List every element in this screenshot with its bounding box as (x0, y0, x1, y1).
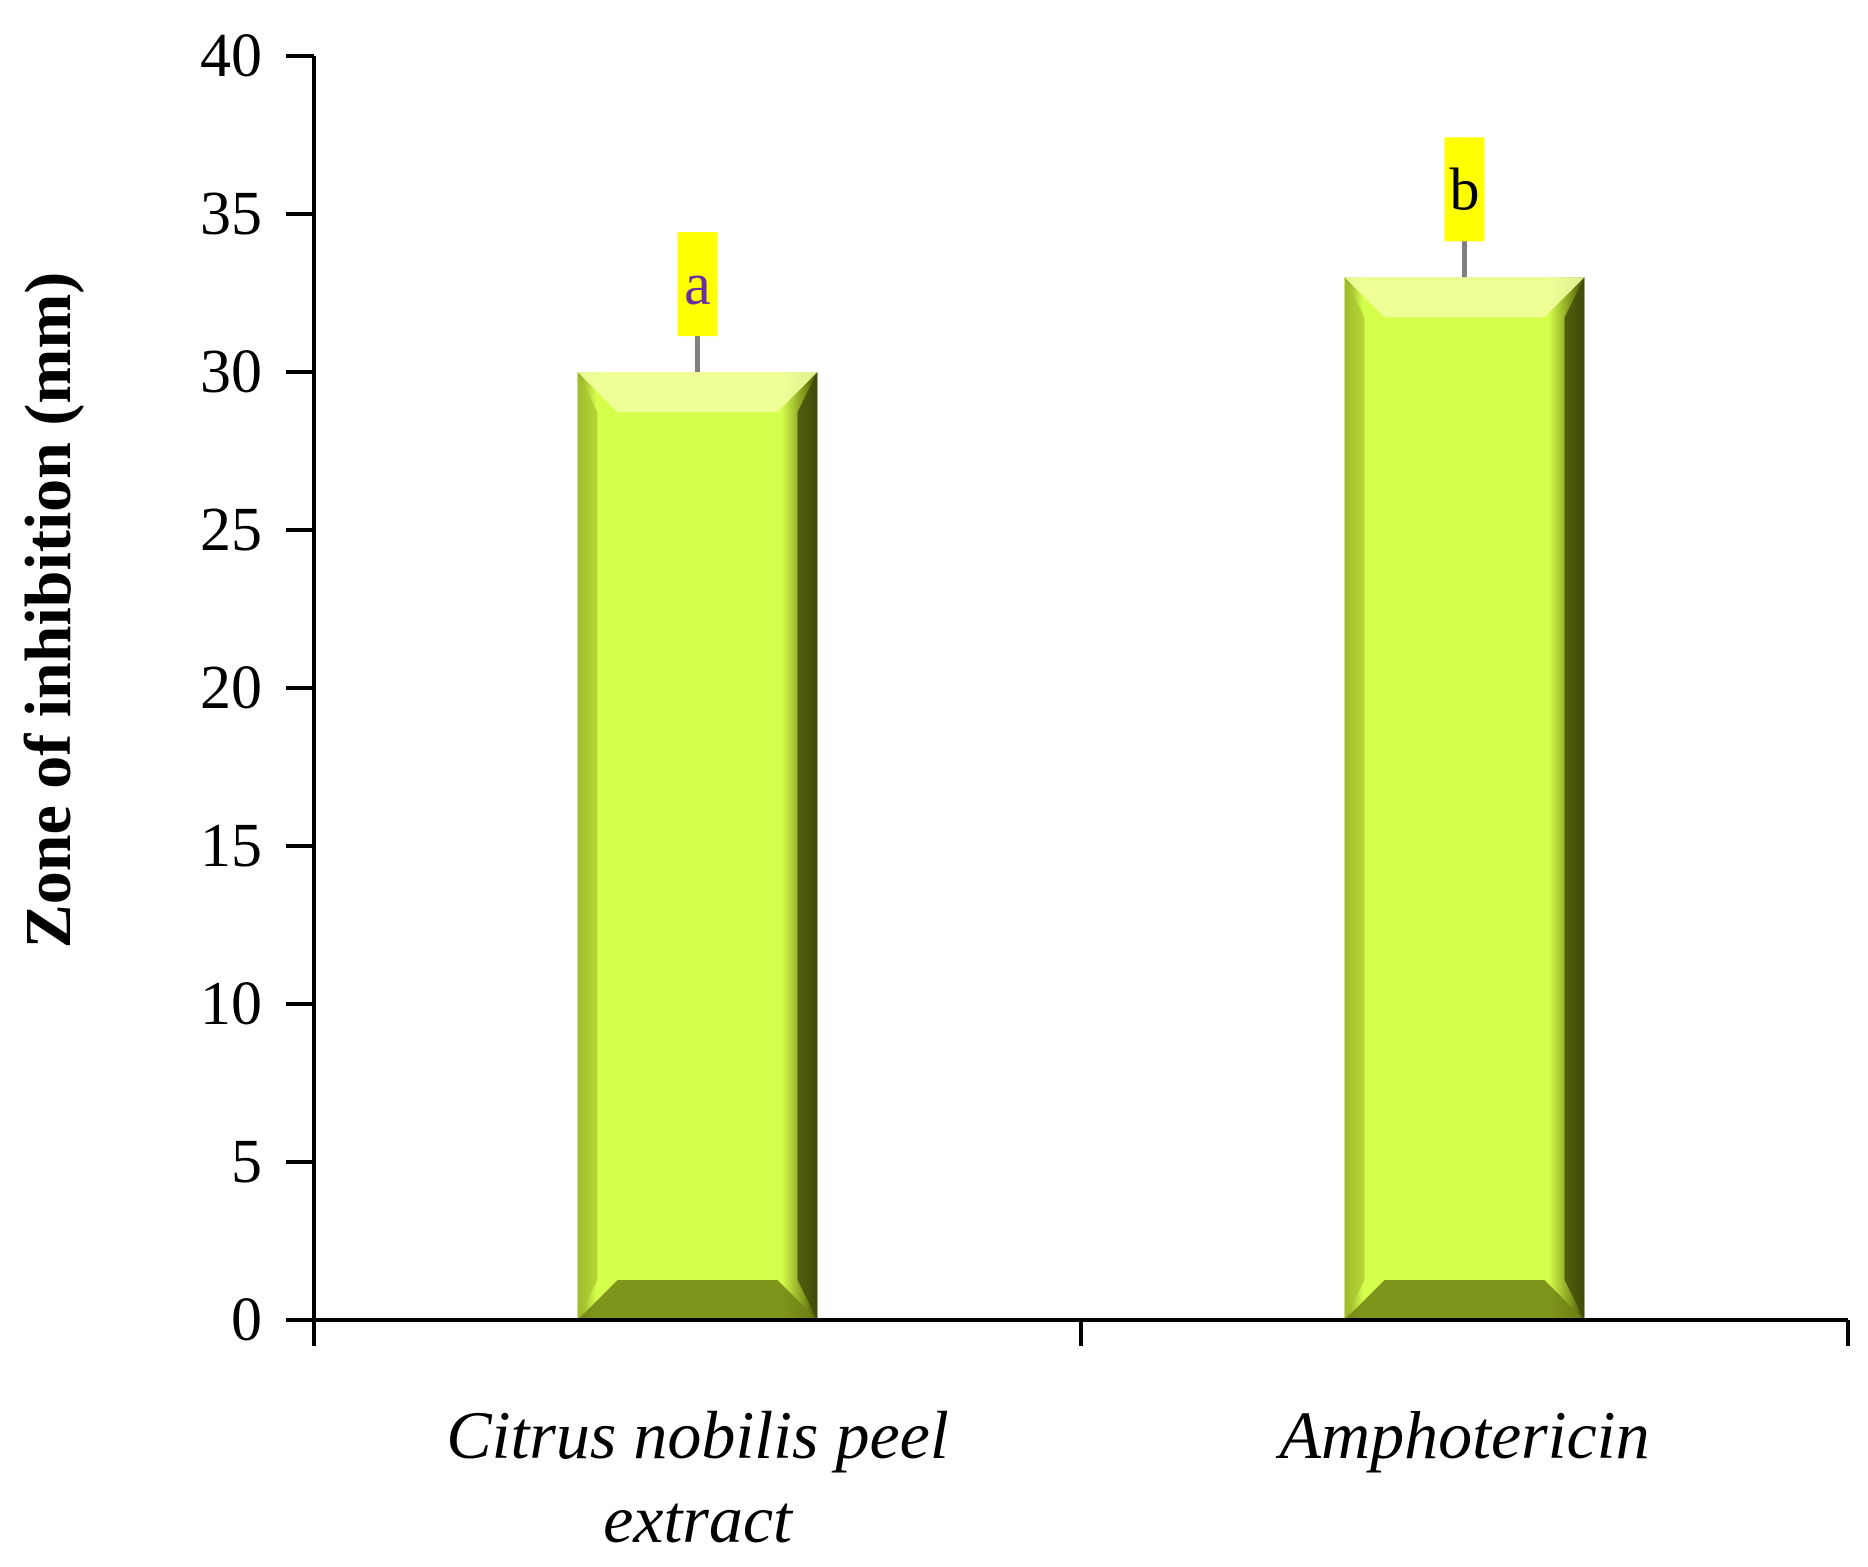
y-tick-label: 5 (231, 1128, 262, 1196)
bar-bottom-bevel (1344, 1280, 1585, 1320)
bar-right-bevel (797, 372, 818, 1320)
bars-layer: ab (577, 137, 1585, 1321)
y-tick-label: 25 (200, 496, 262, 564)
axes-layer (286, 54, 1850, 1346)
bar-body (1344, 277, 1585, 1321)
bar-left-bevel (1344, 277, 1365, 1321)
bar-left-bevel (577, 372, 598, 1320)
y-axis-title: Zone of inhibition (mm) (12, 272, 85, 949)
bar-top-bevel (577, 372, 818, 412)
y-tick-label: 30 (200, 338, 262, 406)
bar-right-bevel (1564, 277, 1585, 1321)
significance-label-bg (677, 232, 718, 337)
y-tick-label: 15 (200, 812, 262, 880)
y-tick-label: 0 (231, 1286, 262, 1354)
bar-body (577, 372, 818, 1320)
x-category-label-line: extract (603, 1481, 794, 1557)
x-category-label-line: Amphotericin (1275, 1397, 1649, 1473)
significance-label-bg (1444, 137, 1485, 242)
x-category-label: Amphotericin (1275, 1397, 1649, 1473)
y-tick-label: 10 (200, 970, 262, 1038)
y-tick-label: 40 (200, 22, 262, 90)
bar-2: b (1344, 137, 1585, 1321)
labels-layer: Zone of inhibition (mm) 0 5 10 15 20 25 30 35 40… (12, 22, 1650, 1557)
bar-top-bevel (1344, 277, 1585, 318)
x-category-label: Citrus nobilis peel extract (446, 1397, 948, 1557)
bar-bottom-bevel (577, 1280, 818, 1320)
y-tick-label: 20 (200, 654, 262, 722)
bar-1: a (577, 232, 818, 1320)
x-category-label-line: Citrus nobilis peel (446, 1397, 948, 1473)
significance-label: b (1450, 156, 1480, 222)
y-tick-label: 35 (200, 180, 262, 248)
significance-label: a (684, 251, 711, 317)
